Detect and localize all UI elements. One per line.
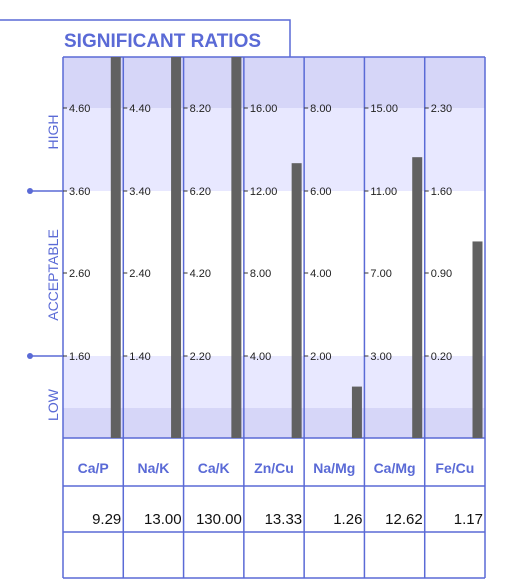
- tick-label: 3.40: [129, 186, 150, 198]
- category-label: Fe/Cu: [435, 460, 474, 476]
- tick-label: 12.00: [250, 186, 278, 198]
- zone-label-acceptable: ACCEPTABLE: [45, 229, 61, 321]
- tick-label: 7.00: [370, 268, 391, 280]
- value-labels: 9.29 13.00 130.00 13.33 1.26 12.62 1.17: [92, 511, 483, 528]
- value-label: 130.00: [196, 511, 242, 528]
- tick-label: 6.20: [190, 186, 211, 198]
- tick-label: 15.00: [370, 103, 398, 115]
- tick-label: 4.20: [190, 268, 211, 280]
- value-label: 1.17: [454, 511, 483, 528]
- tick-label: 8.20: [190, 103, 211, 115]
- tick-label: 0.90: [431, 268, 452, 280]
- bar-Ca/Mg: [412, 157, 423, 439]
- category-label: Ca/K: [198, 460, 230, 476]
- tick-label: 2.30: [431, 103, 452, 115]
- title-tab-border: [0, 19, 291, 57]
- tick-label: 0.20: [431, 351, 452, 363]
- value-label: 13.33: [265, 511, 303, 528]
- bar-Ca/K: [231, 57, 242, 438]
- boundary-marker-dot: [27, 353, 33, 359]
- zone-label-high: HIGH: [45, 115, 61, 150]
- band-top: [63, 57, 485, 108]
- value-label: 1.26: [333, 511, 362, 528]
- panel-grid: [62, 56, 486, 579]
- tick-label: 1.60: [431, 186, 452, 198]
- tick-label: 16.00: [250, 103, 278, 115]
- category-labels: Ca/P Na/K Ca/K Zn/Cu Na/Mg Ca/Mg Fe/Cu: [78, 460, 475, 476]
- category-label: Ca/P: [78, 460, 109, 476]
- tick-label: 4.00: [310, 268, 331, 280]
- tick-label: 3.00: [370, 351, 391, 363]
- tick-label: 2.00: [310, 351, 331, 363]
- category-label: Na/K: [137, 460, 169, 476]
- tick-label: 8.00: [310, 103, 331, 115]
- tick-labels: 4.60 3.60 2.60 1.60 4.40 3.40 2.40 1.40 8.20 6.20…: [63, 103, 452, 363]
- zone-label-low: LOW: [45, 388, 61, 421]
- bars: [110, 57, 483, 439]
- tick-label: 1.40: [129, 351, 150, 363]
- tick-label: 1.60: [69, 351, 90, 363]
- value-label: 12.62: [385, 511, 423, 528]
- frame: [0, 19, 291, 359]
- value-label: 13.00: [144, 511, 182, 528]
- boundary-marker-dot: [27, 188, 33, 194]
- category-label: Na/Mg: [313, 460, 355, 476]
- tick-label: 3.60: [69, 186, 90, 198]
- tick-label: 4.00: [250, 351, 271, 363]
- category-label: Ca/Mg: [374, 460, 416, 476]
- bar-Na/K: [171, 57, 182, 438]
- bar-Ca/P: [110, 57, 121, 438]
- chart-title: SIGNIFICANT RATIOS: [64, 31, 261, 52]
- tick-label: 4.40: [129, 103, 150, 115]
- bar-Na/Mg: [351, 386, 362, 438]
- tick-label: 11.00: [370, 186, 397, 198]
- value-label: 9.29: [92, 511, 121, 528]
- tick-label: 2.60: [69, 268, 90, 280]
- tick-label: 2.40: [129, 268, 150, 280]
- tick-label: 2.20: [190, 351, 211, 363]
- tick-label: 6.00: [310, 186, 331, 198]
- tick-label: 4.60: [69, 103, 90, 115]
- tick-label: 8.00: [250, 268, 271, 280]
- bar-Fe/Cu: [472, 241, 483, 438]
- bar-Zn/Cu: [291, 163, 302, 438]
- category-label: Zn/Cu: [254, 460, 294, 476]
